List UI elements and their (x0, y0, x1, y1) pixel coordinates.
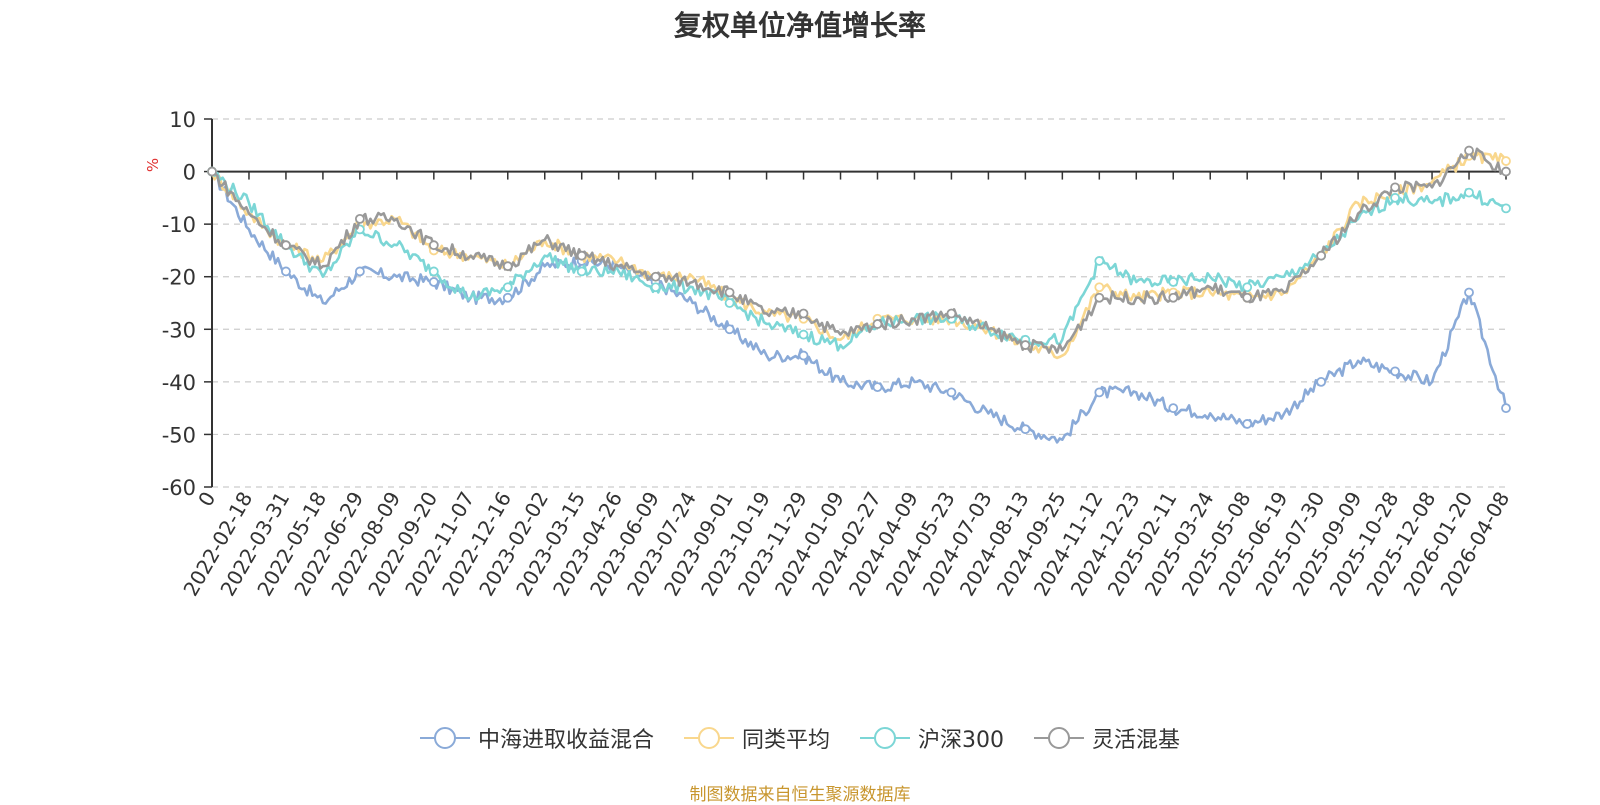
data-point (502, 282, 513, 293)
data-point (1168, 292, 1179, 303)
data-point (576, 250, 587, 261)
data-point (724, 287, 735, 298)
y-tick-label: -40 (162, 371, 196, 395)
y-tick-label: -60 (162, 476, 196, 500)
data-point (798, 329, 809, 340)
data-point (724, 324, 735, 335)
data-point (1501, 156, 1511, 166)
series-line-0 (211, 169, 1508, 444)
data-point (1020, 340, 1031, 350)
x-tick-label: 0 (193, 488, 220, 511)
data-point (1390, 366, 1400, 377)
data-point (1242, 282, 1253, 293)
grid-lines (212, 118, 1506, 488)
data-point (576, 266, 587, 277)
y-tick-label: -50 (162, 423, 196, 447)
data-point (1168, 403, 1179, 414)
legend-item-3[interactable]: 灵活混基 (1034, 722, 1180, 754)
data-point (946, 387, 957, 398)
legend-label: 中海进取收益混合 (477, 728, 654, 753)
legend-label: 同类平均 (741, 728, 830, 753)
data-point (1501, 403, 1511, 414)
y-tick-label: 0 (183, 161, 196, 185)
data-point (1020, 424, 1031, 435)
data-point (428, 266, 439, 277)
data-point (354, 266, 365, 277)
data-point (1094, 387, 1105, 398)
legend-marker-icon (683, 727, 734, 749)
data-point (872, 382, 883, 393)
data-point (1316, 250, 1327, 261)
legend-marker-icon (1034, 727, 1084, 749)
legend-marker-icon (860, 727, 910, 749)
data-point (281, 240, 291, 251)
source-footer: 制图数据来自恒生聚源数据库 (689, 785, 911, 805)
data-point (650, 271, 661, 282)
data-point (354, 213, 365, 224)
data-point (1094, 282, 1105, 293)
x-tick-labels: 02022-02-182022-03-312022-05-182022-06-2… (178, 488, 1514, 601)
data-point (502, 292, 513, 303)
data-point (1094, 256, 1105, 266)
data-point (946, 308, 957, 319)
data-point (281, 266, 291, 277)
data-point (1464, 145, 1474, 156)
y-tick-label: 10 (169, 108, 196, 132)
chart-title: 复权单位净值增长率 (673, 9, 926, 42)
data-point (872, 319, 883, 329)
legend-marker-icon (419, 727, 470, 749)
data-point (1464, 187, 1474, 198)
data-point (1390, 182, 1400, 193)
data-point (1168, 277, 1179, 287)
y-tick-labels: 10 0 -10 -20 -30 -40 -50 -60 (162, 108, 196, 500)
data-point (428, 240, 439, 251)
series-line-2 (210, 170, 1507, 352)
data-point (1094, 292, 1105, 303)
legend-item-2[interactable]: 沪深300 (860, 722, 1004, 754)
legend-label: 灵活混基 (1092, 728, 1181, 753)
legend-item-1[interactable]: 同类平均 (683, 722, 830, 754)
line-chart: 10 0 -10 -20 -30 -40 -50 -60 02022-02-182022-03… (144, 108, 1514, 601)
data-point (207, 166, 217, 177)
legend-label: 沪深300 (918, 728, 1004, 753)
data-point (650, 282, 661, 293)
series-line-3 (211, 147, 1507, 354)
data-point (1390, 192, 1400, 203)
y-axis-label: % (144, 158, 162, 172)
data-point (1242, 292, 1253, 303)
axes (204, 118, 1507, 488)
data-point (502, 261, 513, 272)
legend-item-0[interactable]: 中海进取收益混合 (419, 722, 654, 754)
data-point (1316, 376, 1327, 387)
data-point (798, 350, 809, 361)
data-point (428, 277, 439, 287)
data-point (1464, 287, 1474, 298)
y-tick-label: -30 (162, 318, 196, 342)
y-tick-label: -10 (162, 213, 196, 237)
legend: 中海进取收益混合 同类平均 沪深300 灵活混基 (0, 722, 1600, 754)
data-point (724, 298, 735, 308)
y-tick-label: -20 (162, 266, 196, 290)
series-lines (207, 145, 1511, 444)
data-point (1242, 419, 1253, 429)
series-line-1 (210, 149, 1508, 360)
data-point (798, 308, 809, 319)
data-point (1501, 166, 1511, 177)
data-point (1501, 203, 1511, 214)
